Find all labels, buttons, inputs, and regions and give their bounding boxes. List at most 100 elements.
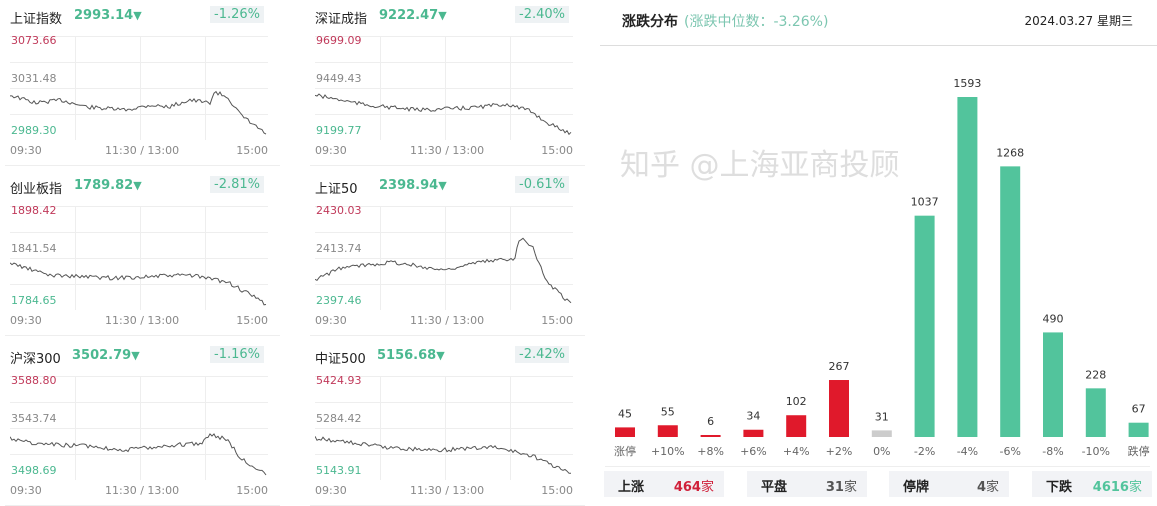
value-text: 3502.79 <box>72 348 132 363</box>
mid-label: 3031.48 <box>11 72 57 85</box>
bar[interactable] <box>1085 388 1106 437</box>
gridline <box>315 402 573 403</box>
high-label: 1898.42 <box>11 204 57 217</box>
gridline <box>380 376 381 480</box>
gridline <box>205 36 206 140</box>
time-start: 09:30 <box>315 314 347 327</box>
change-badge: -1.26% <box>210 6 264 23</box>
mid-label: 5284.42 <box>316 412 362 425</box>
price-line <box>10 262 267 306</box>
time-mid: 11:30 / 13:00 <box>105 144 180 157</box>
bar[interactable] <box>700 435 721 437</box>
change-badge: -2.81% <box>210 176 264 193</box>
high-label: 3073.66 <box>11 34 57 47</box>
divider <box>310 165 585 166</box>
low-label: 9199.77 <box>316 124 362 137</box>
gridline <box>10 206 268 207</box>
gridline <box>10 114 268 115</box>
unit: 家 <box>985 480 999 495</box>
gridline <box>510 376 511 480</box>
summary-value: 31家 <box>826 476 857 495</box>
bar[interactable] <box>1128 422 1149 437</box>
category-label: +8% <box>697 445 724 458</box>
bar-value-label: 67 <box>1132 403 1146 416</box>
gridline <box>315 88 573 89</box>
gridline <box>315 258 573 259</box>
down-arrow-icon: ▼ <box>436 349 445 362</box>
intraday-line <box>10 433 267 476</box>
index-panel[interactable]: 深证成指 9222.47▼ -2.40% 9699.09 9449.43 919… <box>310 0 585 166</box>
time-mid: 11:30 / 13:00 <box>105 484 180 497</box>
bar[interactable] <box>786 415 807 437</box>
bar[interactable] <box>743 429 764 437</box>
index-panel[interactable]: 沪深300 3502.79▼ -1.16% 3588.80 3543.74 34… <box>5 340 280 506</box>
time-end: 15:00 <box>236 314 268 327</box>
bar[interactable] <box>657 425 678 437</box>
bar[interactable] <box>615 427 635 437</box>
index-panel[interactable]: 创业板指 1789.82▼ -2.81% 1898.42 1841.54 178… <box>5 170 280 336</box>
price-line <box>315 93 572 136</box>
gridline <box>10 284 268 285</box>
index-panel[interactable]: 上证指数 2993.14▼ -1.26% 3073.66 3031.48 298… <box>5 0 280 166</box>
gridline <box>10 36 268 37</box>
gridline <box>445 376 446 480</box>
gridline <box>10 376 268 377</box>
index-value: 5156.68▼ <box>377 348 445 363</box>
bar-value-label: 31 <box>875 410 889 423</box>
down-arrow-icon: ▼ <box>131 349 140 362</box>
index-panel[interactable]: 上证50 2398.94▼ -0.61% 2430.03 2413.74 239… <box>310 170 585 336</box>
bar[interactable] <box>1000 166 1021 438</box>
down-arrow-icon: ▼ <box>133 9 142 22</box>
gridline <box>75 36 76 140</box>
gridline <box>10 88 268 89</box>
bar-value-label: 1037 <box>911 196 939 209</box>
divider <box>605 466 1150 467</box>
count: 464 <box>673 480 701 495</box>
unit: 家 <box>700 480 714 495</box>
watermark: 知乎 @上海亚商投顾 <box>620 148 900 183</box>
mid-label: 9449.43 <box>316 72 362 85</box>
category-label: +4% <box>783 445 810 458</box>
mid-label: 3543.74 <box>11 412 57 425</box>
category-label: -2% <box>914 445 935 458</box>
gridline <box>205 376 206 480</box>
time-start: 09:30 <box>10 314 42 327</box>
mid-label: 1841.54 <box>11 242 57 255</box>
bar-value-label: 490 <box>1043 312 1064 325</box>
bar[interactable] <box>871 430 892 437</box>
bar[interactable] <box>914 215 935 437</box>
divider <box>310 335 585 336</box>
category-label: -6% <box>999 445 1020 458</box>
mid-label: 2413.74 <box>316 242 362 255</box>
time-mid: 11:30 / 13:00 <box>105 314 180 327</box>
summary-label: 平盘 <box>761 480 788 495</box>
price-line <box>10 433 267 476</box>
gridline <box>315 284 573 285</box>
bar[interactable] <box>1043 332 1063 437</box>
gridline <box>205 206 206 310</box>
gridline <box>380 206 381 310</box>
category-label: +2% <box>826 445 853 458</box>
summary-value: 4家 <box>977 476 999 495</box>
gridline <box>445 36 446 140</box>
gridline <box>315 428 573 429</box>
time-end: 15:00 <box>236 484 268 497</box>
distribution-title: 涨跌分布 (涨跌中位数：-3.26%) <box>622 11 828 31</box>
bar-value-label: 1593 <box>953 77 981 90</box>
value-text: 1789.82 <box>74 178 134 193</box>
title-text: 涨跌分布 <box>622 14 678 30</box>
price-line <box>315 237 572 304</box>
price-line <box>10 90 267 135</box>
index-name: 沪深300 <box>10 352 61 367</box>
bar[interactable] <box>957 97 978 437</box>
high-label: 3588.80 <box>11 374 57 387</box>
category-label: +10% <box>651 445 685 458</box>
time-start: 09:30 <box>10 144 42 157</box>
index-panel[interactable]: 中证500 5156.68▼ -2.42% 5424.93 5284.42 51… <box>310 340 585 506</box>
high-label: 5424.93 <box>316 374 362 387</box>
bar[interactable] <box>829 380 849 437</box>
distribution-chart: 45 涨停 55 +10% 6 +8% 34 +6% 102 +4% 267 +2% 31 0% 1037 -… <box>614 77 1150 458</box>
intraday-line <box>10 90 267 135</box>
divider <box>600 45 1157 46</box>
summary-label: 停牌 <box>903 480 930 495</box>
